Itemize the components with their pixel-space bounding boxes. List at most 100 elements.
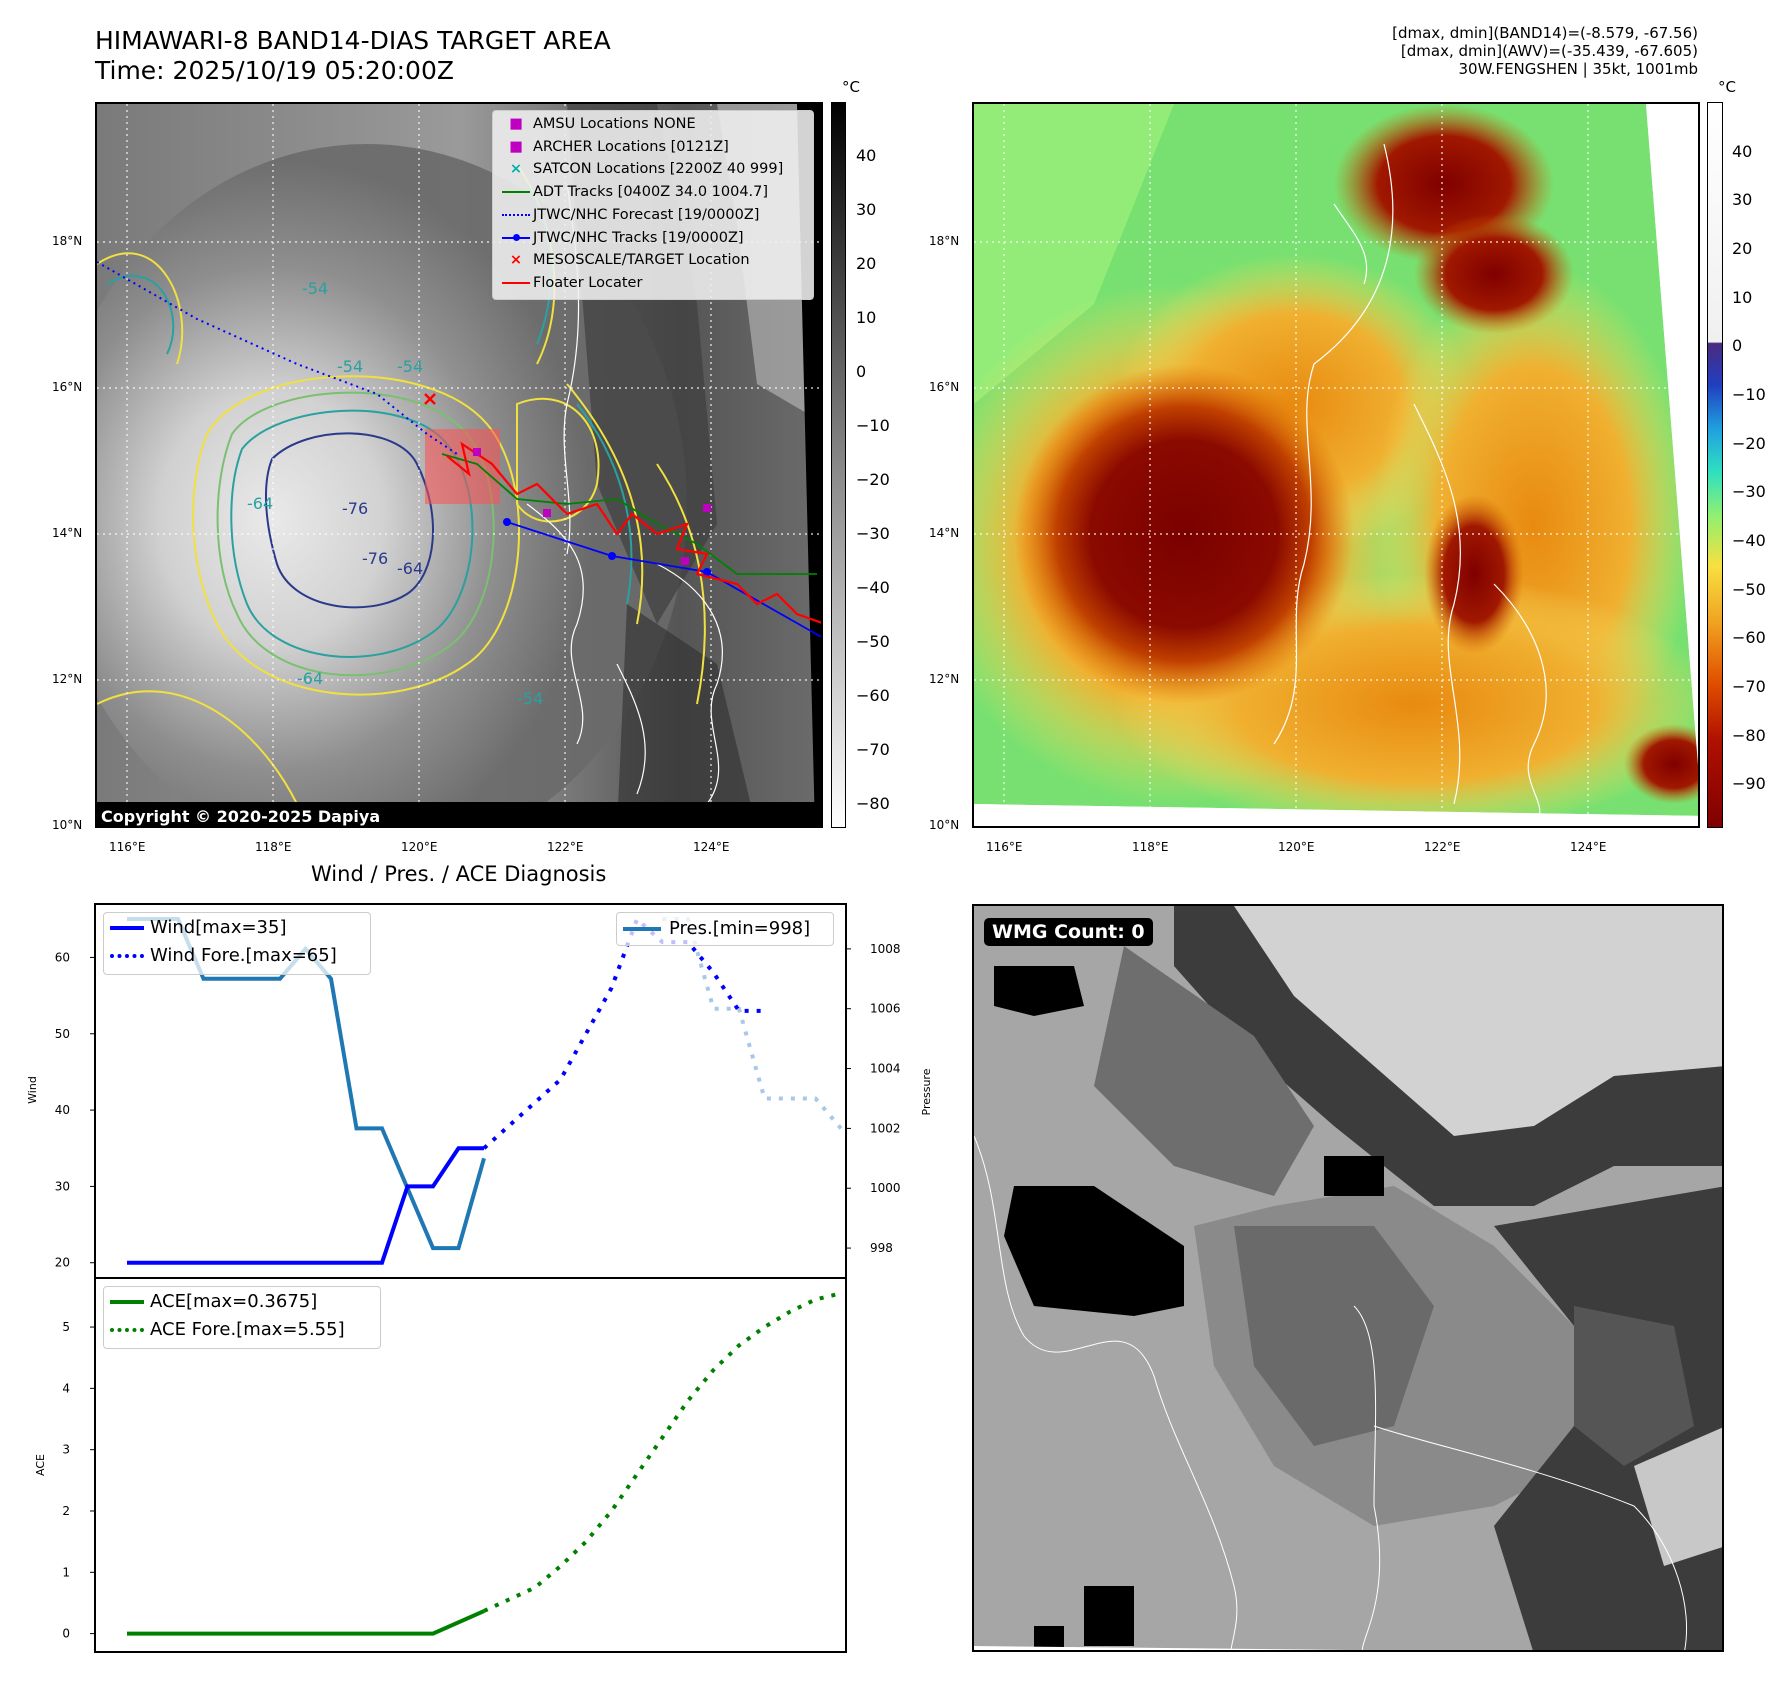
pressure-forecast-line bbox=[662, 916, 843, 1130]
wind-forecast-line bbox=[482, 915, 765, 1150]
diagnosis-title: Wind / Pres. / ACE Diagnosis bbox=[311, 862, 607, 886]
pressure-tick-label: 1008 bbox=[870, 942, 901, 956]
colorbar-tick: −60 bbox=[1732, 628, 1766, 647]
ace-forecast-line bbox=[483, 1291, 842, 1613]
awv-image-svg bbox=[974, 104, 1698, 826]
copyright-bar bbox=[97, 802, 821, 826]
blue-dot-line-icon bbox=[499, 233, 533, 241]
colorbar-tick: −10 bbox=[1732, 385, 1766, 404]
contour-label: -54 bbox=[302, 279, 328, 298]
pressure-y-ticks: 998 1000 1002 1004 1006 1008 bbox=[846, 942, 901, 1255]
pressure-tick-label: 1006 bbox=[870, 1002, 901, 1016]
info-panel: [dmax, dmin](BAND14)=(-8.579, -67.56) [d… bbox=[1392, 24, 1698, 78]
legend-item-satcon: × SATCON Locations [2200Z 40 999] bbox=[499, 158, 807, 181]
colorbar-tick: −60 bbox=[856, 686, 890, 705]
colorbar-tick: −70 bbox=[1732, 677, 1766, 696]
wind-tick-label: 60 bbox=[55, 950, 70, 964]
ace-tick-label: 0 bbox=[62, 1627, 70, 1641]
pressure-tick-label: 1000 bbox=[870, 1181, 901, 1195]
wmg-image-svg bbox=[974, 906, 1722, 1650]
info-awv: [dmax, dmin](AWV)=(-35.439, -67.605) bbox=[1400, 42, 1698, 60]
copyright-text: Copyright © 2020-2025 Dapiya bbox=[101, 807, 380, 826]
ir-legend: ■ AMSU Locations NONE ■ ARCHER Locations [… bbox=[492, 110, 814, 300]
colorbar-tick: 0 bbox=[1732, 336, 1743, 355]
square-marker-icon: ■ bbox=[509, 138, 523, 155]
colorbar-tick: −50 bbox=[856, 632, 890, 651]
wind-y-ticks: 20 30 40 50 60 bbox=[55, 950, 95, 1270]
legend-item-amsu: ■ AMSU Locations NONE bbox=[499, 113, 807, 136]
colorbar-tick: 30 bbox=[1732, 190, 1753, 209]
lat-label: 18°N bbox=[52, 234, 83, 248]
lon-label: 122°E bbox=[547, 840, 584, 854]
colorbar-tick: 10 bbox=[1732, 288, 1753, 307]
jtwc-track-point bbox=[703, 568, 711, 576]
contour-label: -76 bbox=[362, 549, 388, 568]
mesoscale-target-marker bbox=[424, 393, 436, 405]
lat-label: 18°N bbox=[929, 234, 960, 248]
ace-axes bbox=[94, 1277, 847, 1653]
info-storm: 30W.FENGSHEN | 35kt, 1001mb bbox=[1458, 60, 1698, 78]
blue-line-icon bbox=[110, 926, 150, 930]
lat-label: 12°N bbox=[929, 672, 960, 686]
wind-legend: Wind[max=35] Wind Fore.[max=65] bbox=[103, 912, 371, 975]
lon-label: 116°E bbox=[109, 840, 146, 854]
contour-label: -64 bbox=[247, 494, 273, 513]
colorbar-tick: 0 bbox=[856, 362, 867, 381]
lon-label: 118°E bbox=[1132, 840, 1169, 854]
archer-location-marker bbox=[543, 509, 551, 517]
lon-label: 120°E bbox=[401, 840, 438, 854]
contour-label: -54 bbox=[517, 689, 543, 708]
red-line-icon bbox=[499, 281, 533, 284]
contour-label: -64 bbox=[397, 559, 423, 578]
lat-label: 12°N bbox=[52, 672, 83, 686]
floater-locater-track bbox=[446, 441, 821, 624]
archer-location-marker bbox=[703, 504, 711, 512]
green-dotted-line-icon bbox=[110, 1328, 150, 1332]
ir-satellite-map: -54 -54 -64 -76 -76 -64 -54 -64 -54 Copy… bbox=[95, 102, 823, 828]
jtwc-track-point bbox=[503, 518, 511, 526]
legend-item-archer: ■ ARCHER Locations [0121Z] bbox=[499, 136, 807, 159]
ir-colorbar-unit: °C bbox=[842, 78, 860, 96]
series-lines bbox=[127, 915, 843, 1636]
legend-item-wind-forecast: Wind Fore.[max=65] bbox=[110, 942, 364, 970]
ace-tick-label: 4 bbox=[62, 1381, 70, 1395]
colorbar-tick: −20 bbox=[1732, 434, 1766, 453]
ace-axis-label: ACE bbox=[34, 1454, 47, 1476]
legend-item-adt: ADT Tracks [0400Z 34.0 1004.7] bbox=[499, 181, 807, 204]
blue-dotted-line-icon bbox=[110, 954, 150, 958]
lat-label: 14°N bbox=[929, 526, 960, 540]
ace-tick-label: 5 bbox=[62, 1320, 70, 1334]
lat-label: 10°N bbox=[929, 818, 960, 832]
wind-tick-label: 50 bbox=[55, 1027, 70, 1041]
target-area-box bbox=[425, 429, 500, 504]
colorbar-tick: −70 bbox=[856, 740, 890, 759]
awv-colorbar bbox=[1707, 102, 1723, 828]
ace-tick-label: 2 bbox=[62, 1504, 70, 1518]
ace-tick-label: 1 bbox=[62, 1565, 70, 1579]
colorbar-tick: −30 bbox=[1732, 482, 1766, 501]
colorbar-tick: −40 bbox=[856, 578, 890, 597]
lat-label: 16°N bbox=[52, 380, 83, 394]
blue-line-icon bbox=[623, 927, 669, 931]
colorbar-tick: −10 bbox=[856, 416, 890, 435]
ace-y-ticks: 0 1 2 3 4 5 bbox=[62, 1320, 95, 1641]
x-marker-icon: × bbox=[509, 252, 523, 269]
lon-label: 120°E bbox=[1278, 840, 1315, 854]
legend-item-jtwc-forecast: JTWC/NHC Forecast [19/0000Z] bbox=[499, 204, 807, 227]
colorbar-tick: 30 bbox=[856, 200, 877, 219]
colorbar-tick: 20 bbox=[1732, 239, 1753, 258]
jtwc-track bbox=[506, 521, 821, 638]
ace-line bbox=[127, 1609, 485, 1636]
jtwc-track-point bbox=[608, 552, 616, 560]
legend-item-floater: Floater Locater bbox=[499, 272, 807, 295]
lon-label: 122°E bbox=[1424, 840, 1461, 854]
legend-item-wind: Wind[max=35] bbox=[110, 914, 364, 942]
lon-label: 124°E bbox=[693, 840, 730, 854]
chart-title: HIMAWARI-8 BAND14-DIAS TARGET AREA bbox=[95, 26, 611, 55]
info-band14: [dmax, dmin](BAND14)=(-8.579, -67.56) bbox=[1392, 24, 1698, 42]
pressure-tick-label: 1002 bbox=[870, 1121, 901, 1135]
pressure-axis-label: Pressure bbox=[920, 1068, 933, 1115]
lat-label: 14°N bbox=[52, 526, 83, 540]
wmg-map: WMG Count: 0 bbox=[972, 904, 1724, 1652]
